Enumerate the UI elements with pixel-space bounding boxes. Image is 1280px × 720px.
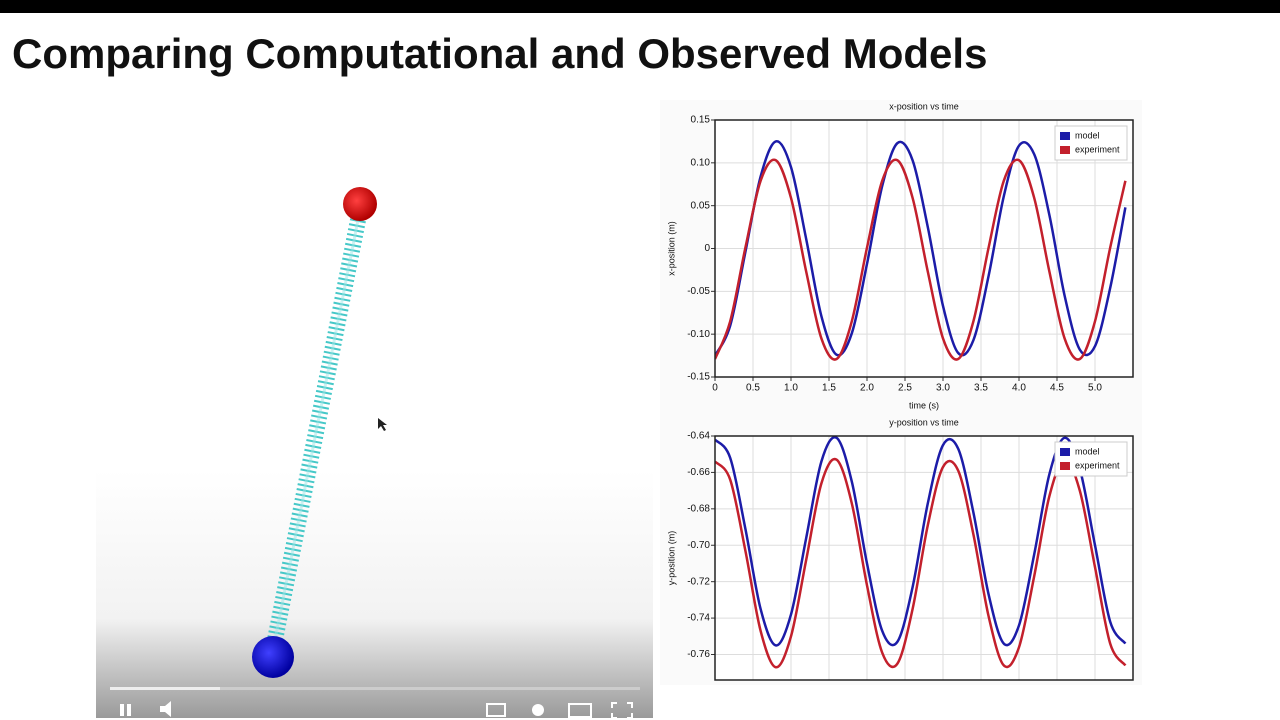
y-tick-label: -0.72 <box>687 576 710 587</box>
y-tick-label: -0.64 <box>687 431 710 442</box>
blue-ball <box>252 636 294 678</box>
legend-swatch <box>1060 448 1070 456</box>
volume-button[interactable] <box>160 701 171 717</box>
y-tick-label: 0.05 <box>691 200 711 211</box>
x-tick-label: 2.0 <box>860 383 874 394</box>
theater-button[interactable] <box>568 703 592 718</box>
legend-box <box>1054 125 1128 161</box>
x-tick-label: 3.5 <box>974 383 988 394</box>
settings-button[interactable] <box>532 704 544 716</box>
x-axis-label: time (s) <box>909 400 939 410</box>
plot-frame <box>714 119 1134 378</box>
y-tick-label: -0.66 <box>687 467 710 478</box>
y-tick-label: -0.70 <box>687 540 710 551</box>
y-axis-label: x-position (m) <box>666 221 676 276</box>
x-tick-label: 0.5 <box>746 383 760 394</box>
data-line <box>715 158 1127 361</box>
y-tick-label: -0.68 <box>687 503 710 514</box>
y-tick-label: -0.10 <box>687 329 710 340</box>
chart-title: y-position vs time <box>889 417 959 427</box>
x-tick-label: 4.0 <box>1012 383 1026 394</box>
pause-button-bar <box>127 704 131 716</box>
legend-swatch <box>1060 132 1070 140</box>
captions-button[interactable] <box>486 703 506 717</box>
x-tick-label: 4.5 <box>1050 383 1064 394</box>
x-tick-label: 2.5 <box>898 383 912 394</box>
y-tick-label: -0.74 <box>687 613 710 624</box>
top-bar <box>0 0 1280 13</box>
x-tick-label: 1.5 <box>822 383 836 394</box>
plot-area <box>715 436 1133 680</box>
charts: 0 0.5 1.0 1.5 2.0 2.5 3.0 3.5 4.0 4.5 5.0 -0.15 -0.1… <box>666 101 1134 681</box>
chart-title: x-position vs time <box>889 101 959 111</box>
y-tick-label: 0.15 <box>691 115 711 126</box>
y-tick-label: -0.15 <box>687 372 710 383</box>
pause-button[interactable] <box>120 704 124 716</box>
red-ball <box>343 187 377 221</box>
data-line <box>715 140 1127 357</box>
legend-label: experiment <box>1075 460 1120 470</box>
legend-box <box>1054 441 1128 477</box>
plot-frame <box>714 435 1134 681</box>
y-tick-label: 0.10 <box>691 157 711 168</box>
x-tick-label: 0 <box>712 383 718 394</box>
y-tick-label: -0.05 <box>687 286 710 297</box>
legend-label: model <box>1075 130 1100 140</box>
legend-swatch <box>1060 462 1070 470</box>
legend-label: model <box>1075 446 1100 456</box>
y-tick-label: -0.76 <box>687 649 710 660</box>
fullscreen-button[interactable] <box>611 702 633 719</box>
progress-buffer <box>110 687 220 690</box>
legend-label: experiment <box>1075 144 1120 154</box>
slide-title: Comparing Computational and Observed Mod… <box>12 30 987 77</box>
x-tick-label: 5.0 <box>1088 383 1102 394</box>
cursor <box>378 418 387 431</box>
y-tick-label: 0 <box>704 243 710 254</box>
progress-track[interactable] <box>110 687 640 690</box>
x-tick-label: 1.0 <box>784 383 798 394</box>
video-floor <box>96 470 653 718</box>
x-tick-label: 3.0 <box>936 383 950 394</box>
spring-core <box>271 209 362 651</box>
video-player[interactable] <box>96 93 653 719</box>
y-axis-label: y-position (m) <box>666 531 676 586</box>
legend-swatch <box>1060 146 1070 154</box>
